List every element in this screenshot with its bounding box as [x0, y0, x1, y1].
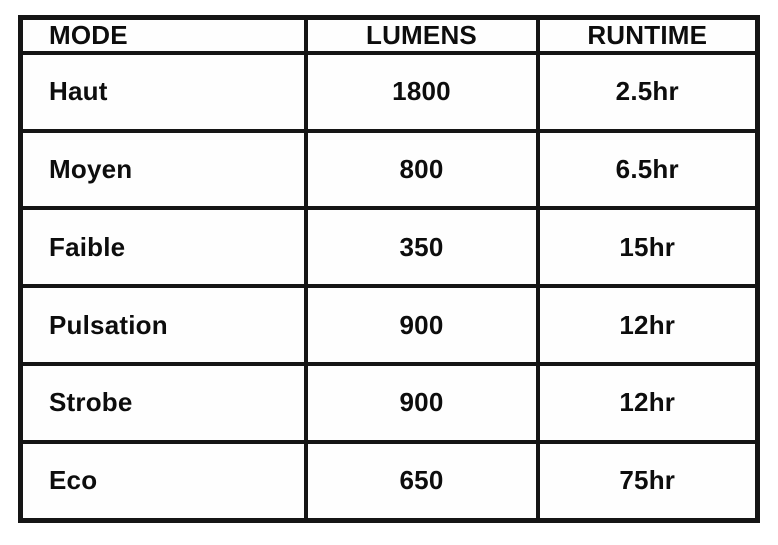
- cell-lumens: 900: [303, 361, 540, 444]
- table-row: Eco 650 75hr: [18, 439, 760, 523]
- cell-mode: Eco: [18, 439, 308, 523]
- cell-mode: Strobe: [18, 361, 308, 444]
- cell-mode: Pulsation: [18, 284, 308, 366]
- header-row: MODE LUMENS RUNTIME: [18, 15, 760, 55]
- cell-lumens: 800: [303, 128, 540, 211]
- table-row: Faible 350 15hr: [18, 206, 760, 289]
- cell-lumens: 650: [303, 439, 540, 523]
- table-row: Pulsation 900 12hr: [18, 284, 760, 366]
- table-row: Moyen 800 6.5hr: [18, 128, 760, 211]
- cell-mode: Moyen: [18, 128, 308, 211]
- cell-runtime: 12hr: [535, 361, 760, 444]
- cell-runtime: 2.5hr: [535, 51, 760, 133]
- column-header-mode: MODE: [18, 15, 308, 55]
- cell-runtime: 75hr: [535, 439, 760, 523]
- cell-mode: Faible: [18, 206, 308, 289]
- table-row: Haut 1800 2.5hr: [18, 51, 760, 133]
- cell-lumens: 1800: [303, 51, 540, 133]
- table-row: Strobe 900 12hr: [18, 361, 760, 444]
- cell-mode: Haut: [18, 51, 308, 133]
- cell-lumens: 900: [303, 284, 540, 366]
- cell-runtime: 6.5hr: [535, 128, 760, 211]
- cell-lumens: 350: [303, 206, 540, 289]
- cell-runtime: 15hr: [535, 206, 760, 289]
- cell-runtime: 12hr: [535, 284, 760, 366]
- column-header-runtime: RUNTIME: [535, 15, 760, 55]
- spec-table: MODE LUMENS RUNTIME Haut 1800 2.5hr Moye…: [18, 15, 760, 523]
- column-header-lumens: LUMENS: [303, 15, 540, 55]
